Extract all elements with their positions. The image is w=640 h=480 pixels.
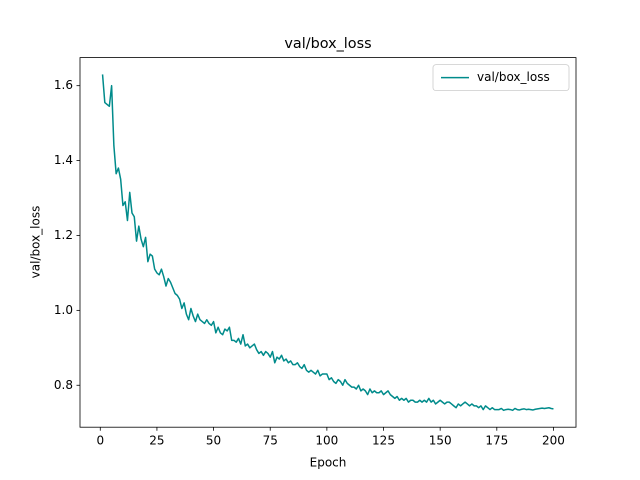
y-tick-label: 1.4 bbox=[54, 153, 73, 167]
y-tick-label: 1.2 bbox=[54, 228, 73, 242]
x-tick-label: 0 bbox=[96, 434, 104, 448]
y-tick-label: 0.8 bbox=[54, 378, 73, 392]
chart-title: val/box_loss bbox=[284, 36, 371, 52]
x-tick-label: 200 bbox=[542, 434, 565, 448]
plot-frame bbox=[79, 57, 577, 428]
x-tick-label: 75 bbox=[263, 434, 278, 448]
x-tick-label: 125 bbox=[372, 434, 395, 448]
y-tick-label: 1.0 bbox=[54, 303, 73, 317]
x-tick-label: 175 bbox=[485, 434, 508, 448]
x-tick-label: 50 bbox=[206, 434, 221, 448]
x-tick-label: 100 bbox=[315, 434, 338, 448]
legend-box bbox=[432, 64, 570, 91]
x-tick-label: 25 bbox=[149, 434, 164, 448]
x-tick-label: 150 bbox=[429, 434, 452, 448]
y-tick-label: 1.6 bbox=[54, 78, 73, 92]
line-series bbox=[101, 74, 554, 412]
x-axis-label: Epoch bbox=[310, 456, 347, 470]
legend-label: val/box_loss bbox=[477, 70, 550, 84]
y-axis-label: val/box_loss bbox=[29, 206, 43, 279]
